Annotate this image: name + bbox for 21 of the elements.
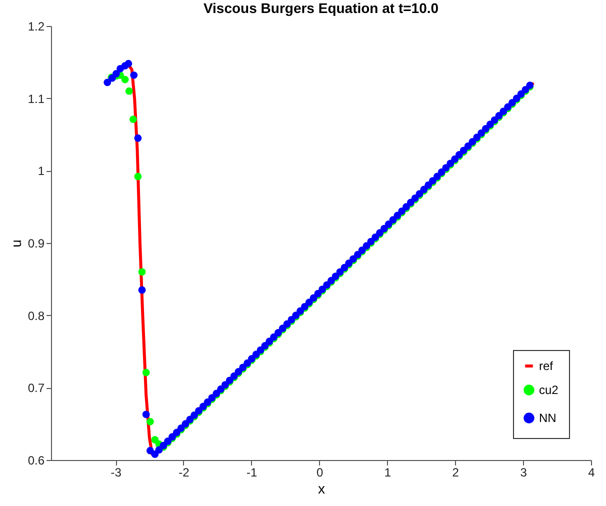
x-tick-label: 1 xyxy=(384,466,392,480)
x-tick-label: 2 xyxy=(452,466,460,480)
y-tick-label: 0.9 xyxy=(28,236,45,250)
x-tick-label: 0 xyxy=(316,466,324,480)
y-tick-label: 1.1 xyxy=(28,92,45,106)
x-tick-label: -1 xyxy=(246,466,258,480)
x-tick-label: -3 xyxy=(110,466,122,480)
x-tick-label: 3 xyxy=(520,466,528,480)
y-axis-title: u xyxy=(8,240,24,248)
x-axis-title: x xyxy=(318,480,325,496)
x-tick-label: 4 xyxy=(588,466,596,480)
y-tick-label: 0.7 xyxy=(28,381,45,396)
legend-label: cu2 xyxy=(539,383,559,397)
y-tick-label: 0.6 xyxy=(28,454,45,468)
y-tick-label: 1 xyxy=(38,164,45,178)
legend-label: ref xyxy=(539,359,554,373)
legend-label: NN xyxy=(539,411,556,425)
x-tick-label: -2 xyxy=(178,466,190,480)
y-tick-label: 0.8 xyxy=(28,308,45,323)
y-tick-label: 1.2 xyxy=(28,20,45,34)
chart-title: Viscous Burgers Equation at t=10.0 xyxy=(203,0,439,16)
